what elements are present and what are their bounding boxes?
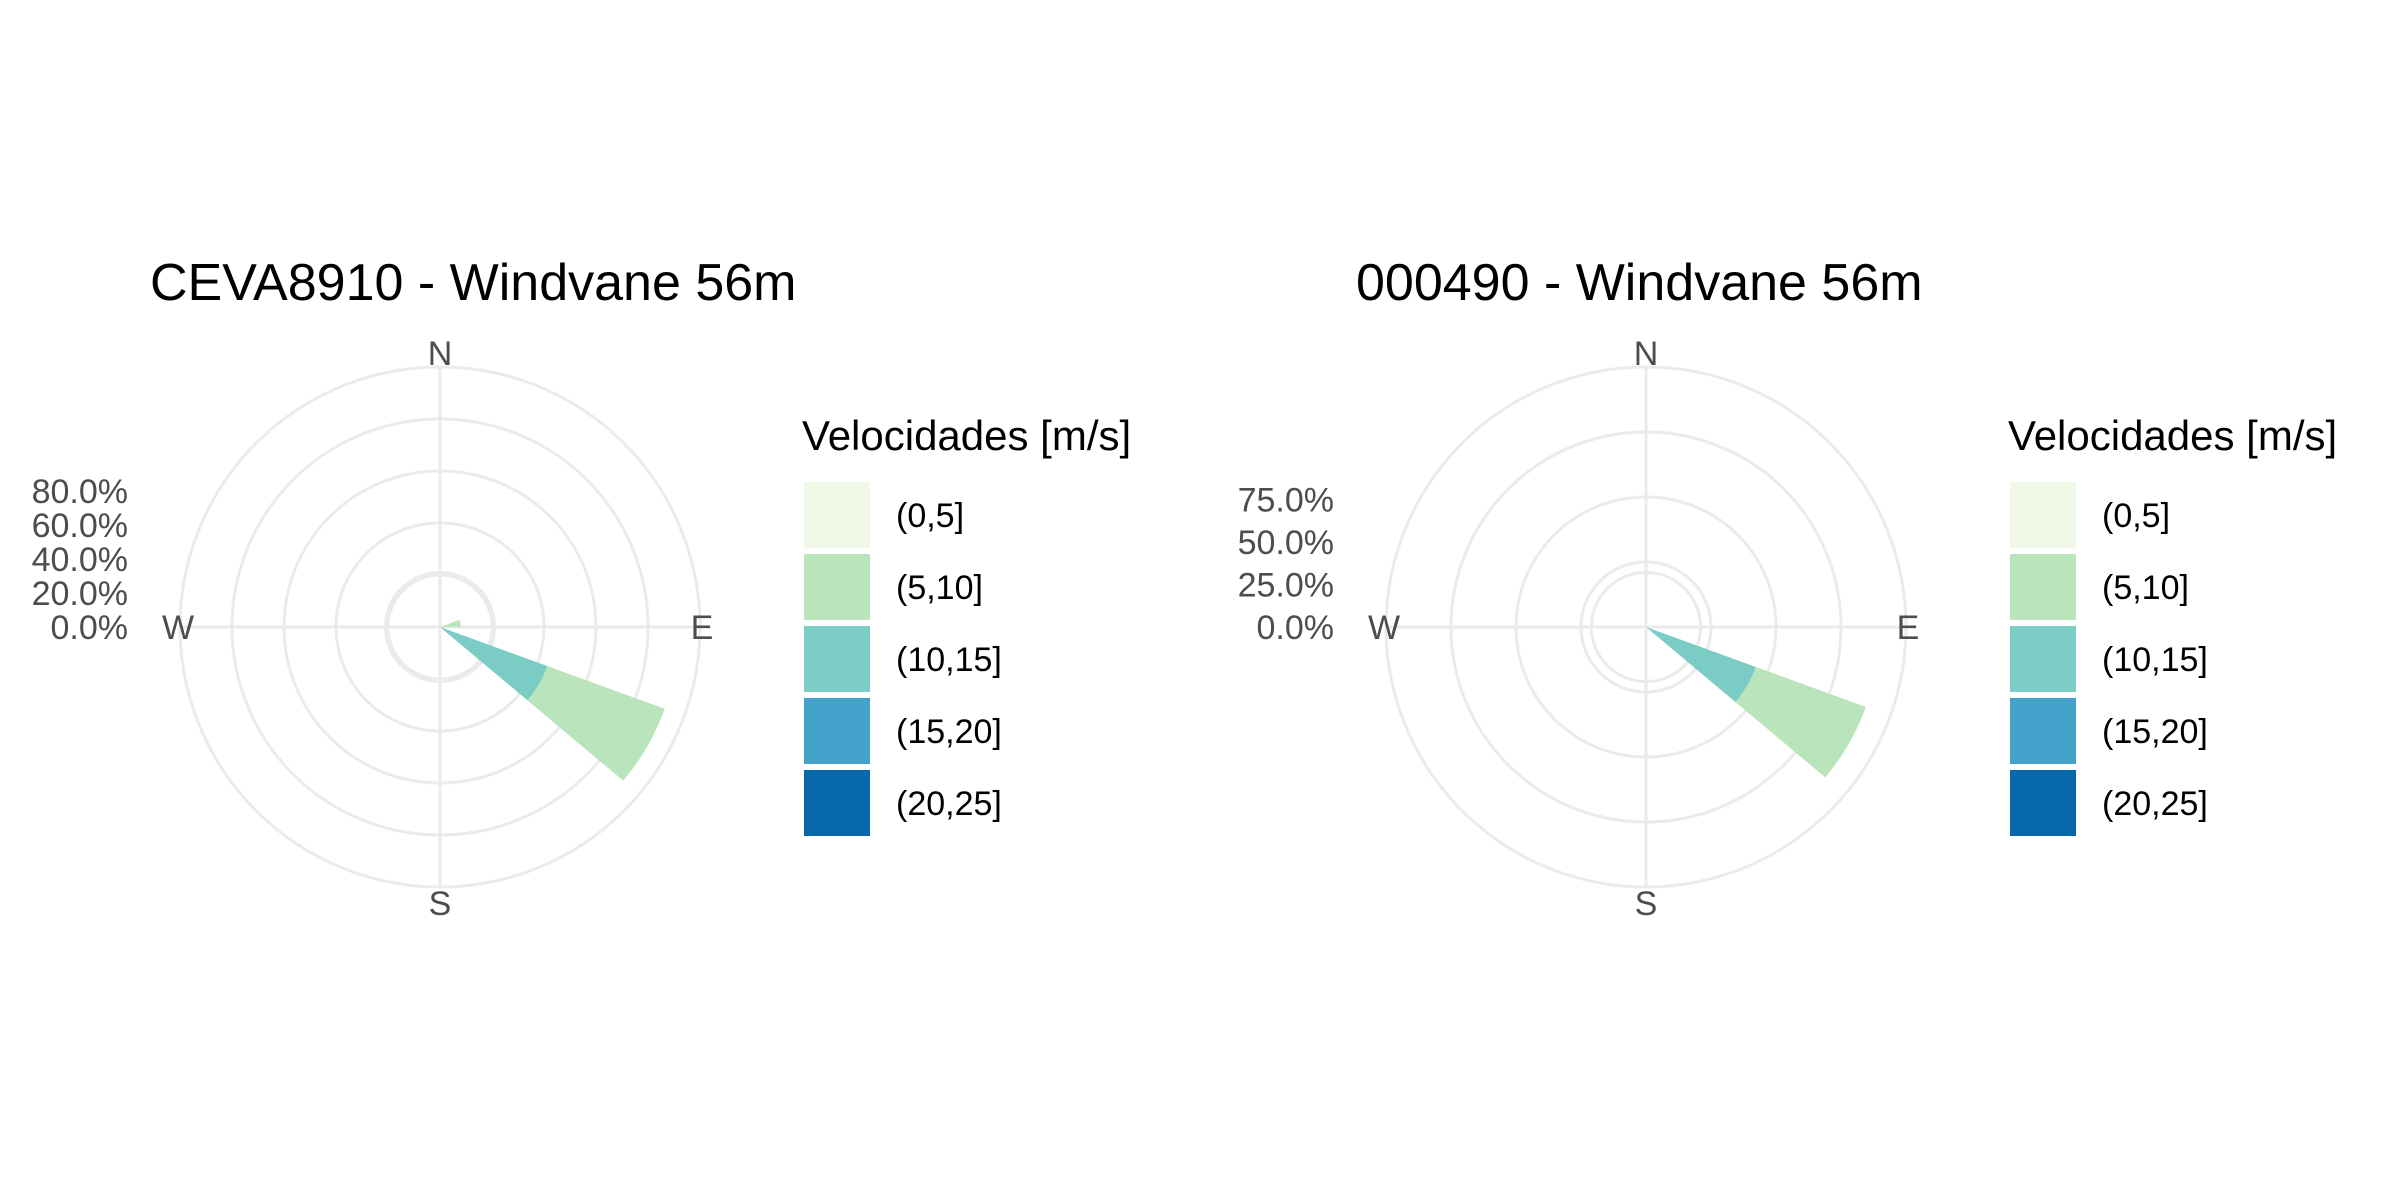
wind-bar-segment — [440, 619, 461, 627]
legend-label: (0,5] — [2102, 497, 2170, 535]
legend: Velocidades [m/s] (0,5] (5,10] (10,15] (15,… — [802, 412, 1131, 836]
legend-swatch — [2010, 770, 2076, 836]
legend: Velocidades [m/s] (0,5] (5,10] (10,15] (15,… — [2008, 412, 2337, 836]
legend-label: (5,10] — [2102, 569, 2189, 607]
radial-tick-label: 20.0% — [32, 575, 128, 613]
legend-swatch — [2010, 626, 2076, 692]
radial-tick-label: 80.0% — [32, 473, 128, 511]
radial-tick-label: 0.0% — [1257, 609, 1335, 647]
legend-label: (10,15] — [2102, 641, 2208, 679]
compass-label-e: E — [1897, 609, 1920, 647]
compass-label-e: E — [691, 609, 714, 647]
legend-swatch — [804, 698, 870, 764]
legend-label: (10,15] — [896, 641, 1002, 679]
legend-label: (20,25] — [896, 785, 1002, 823]
radial-tick-label: 50.0% — [1238, 524, 1334, 562]
compass-label-n: N — [428, 335, 453, 373]
wind-bars — [440, 619, 665, 781]
compass-label-s: S — [429, 885, 452, 923]
compass-label-w: W — [162, 609, 194, 647]
legend-swatch — [804, 770, 870, 836]
wind-bar-segment — [1646, 627, 1756, 703]
radial-ticks: 0.0%20.0%40.0%60.0%80.0% — [32, 473, 128, 647]
wind-bar-segment — [527, 666, 665, 781]
legend-swatch — [2010, 554, 2076, 620]
wind-bar-segment — [440, 627, 548, 701]
radial-tick-label: 25.0% — [1238, 566, 1334, 604]
legend-label: (15,20] — [896, 713, 1002, 751]
radial-tick-label: 75.0% — [1238, 481, 1334, 519]
chart-title: 000490 - Windvane 56m — [1356, 254, 1923, 312]
wind-bars — [1646, 627, 1866, 778]
compass-label-s: S — [1635, 885, 1658, 923]
legend-swatch — [2010, 698, 2076, 764]
legend-label: (20,25] — [2102, 785, 2208, 823]
legend-title: Velocidades [m/s] — [2008, 412, 2337, 459]
legend-label: (0,5] — [896, 497, 964, 535]
legend-swatch — [804, 554, 870, 620]
compass-labels: N E S W — [162, 335, 713, 923]
legend-swatch — [2010, 482, 2076, 548]
radial-tick-label: 60.0% — [32, 507, 128, 545]
wind-bar-segment — [1735, 667, 1866, 778]
wind-rose-panel-2: 000490 - Windvane 56m 0.0% 25.0% 50.0% 75.0… — [1238, 254, 2338, 923]
radial-ticks: 0.0% 25.0% 50.0% 75.0% — [1238, 481, 1334, 647]
chart-title: CEVA8910 - Windvane 56m — [150, 254, 796, 312]
legend-title: Velocidades [m/s] — [802, 412, 1131, 459]
radial-tick-label: 40.0% — [32, 541, 128, 579]
compass-label-n: N — [1634, 335, 1659, 373]
legend-label: (15,20] — [2102, 713, 2208, 751]
radial-tick-label: 0.0% — [51, 609, 129, 647]
compass-labels: N E S W — [1368, 335, 1919, 923]
legend-swatch — [804, 626, 870, 692]
wind-rose-panel-1: CEVA8910 - Windvane 56m 0.0%20.0%40.0%60… — [32, 254, 1132, 923]
legend-label: (5,10] — [896, 569, 983, 607]
legend-swatch — [804, 482, 870, 548]
compass-label-w: W — [1368, 609, 1400, 647]
